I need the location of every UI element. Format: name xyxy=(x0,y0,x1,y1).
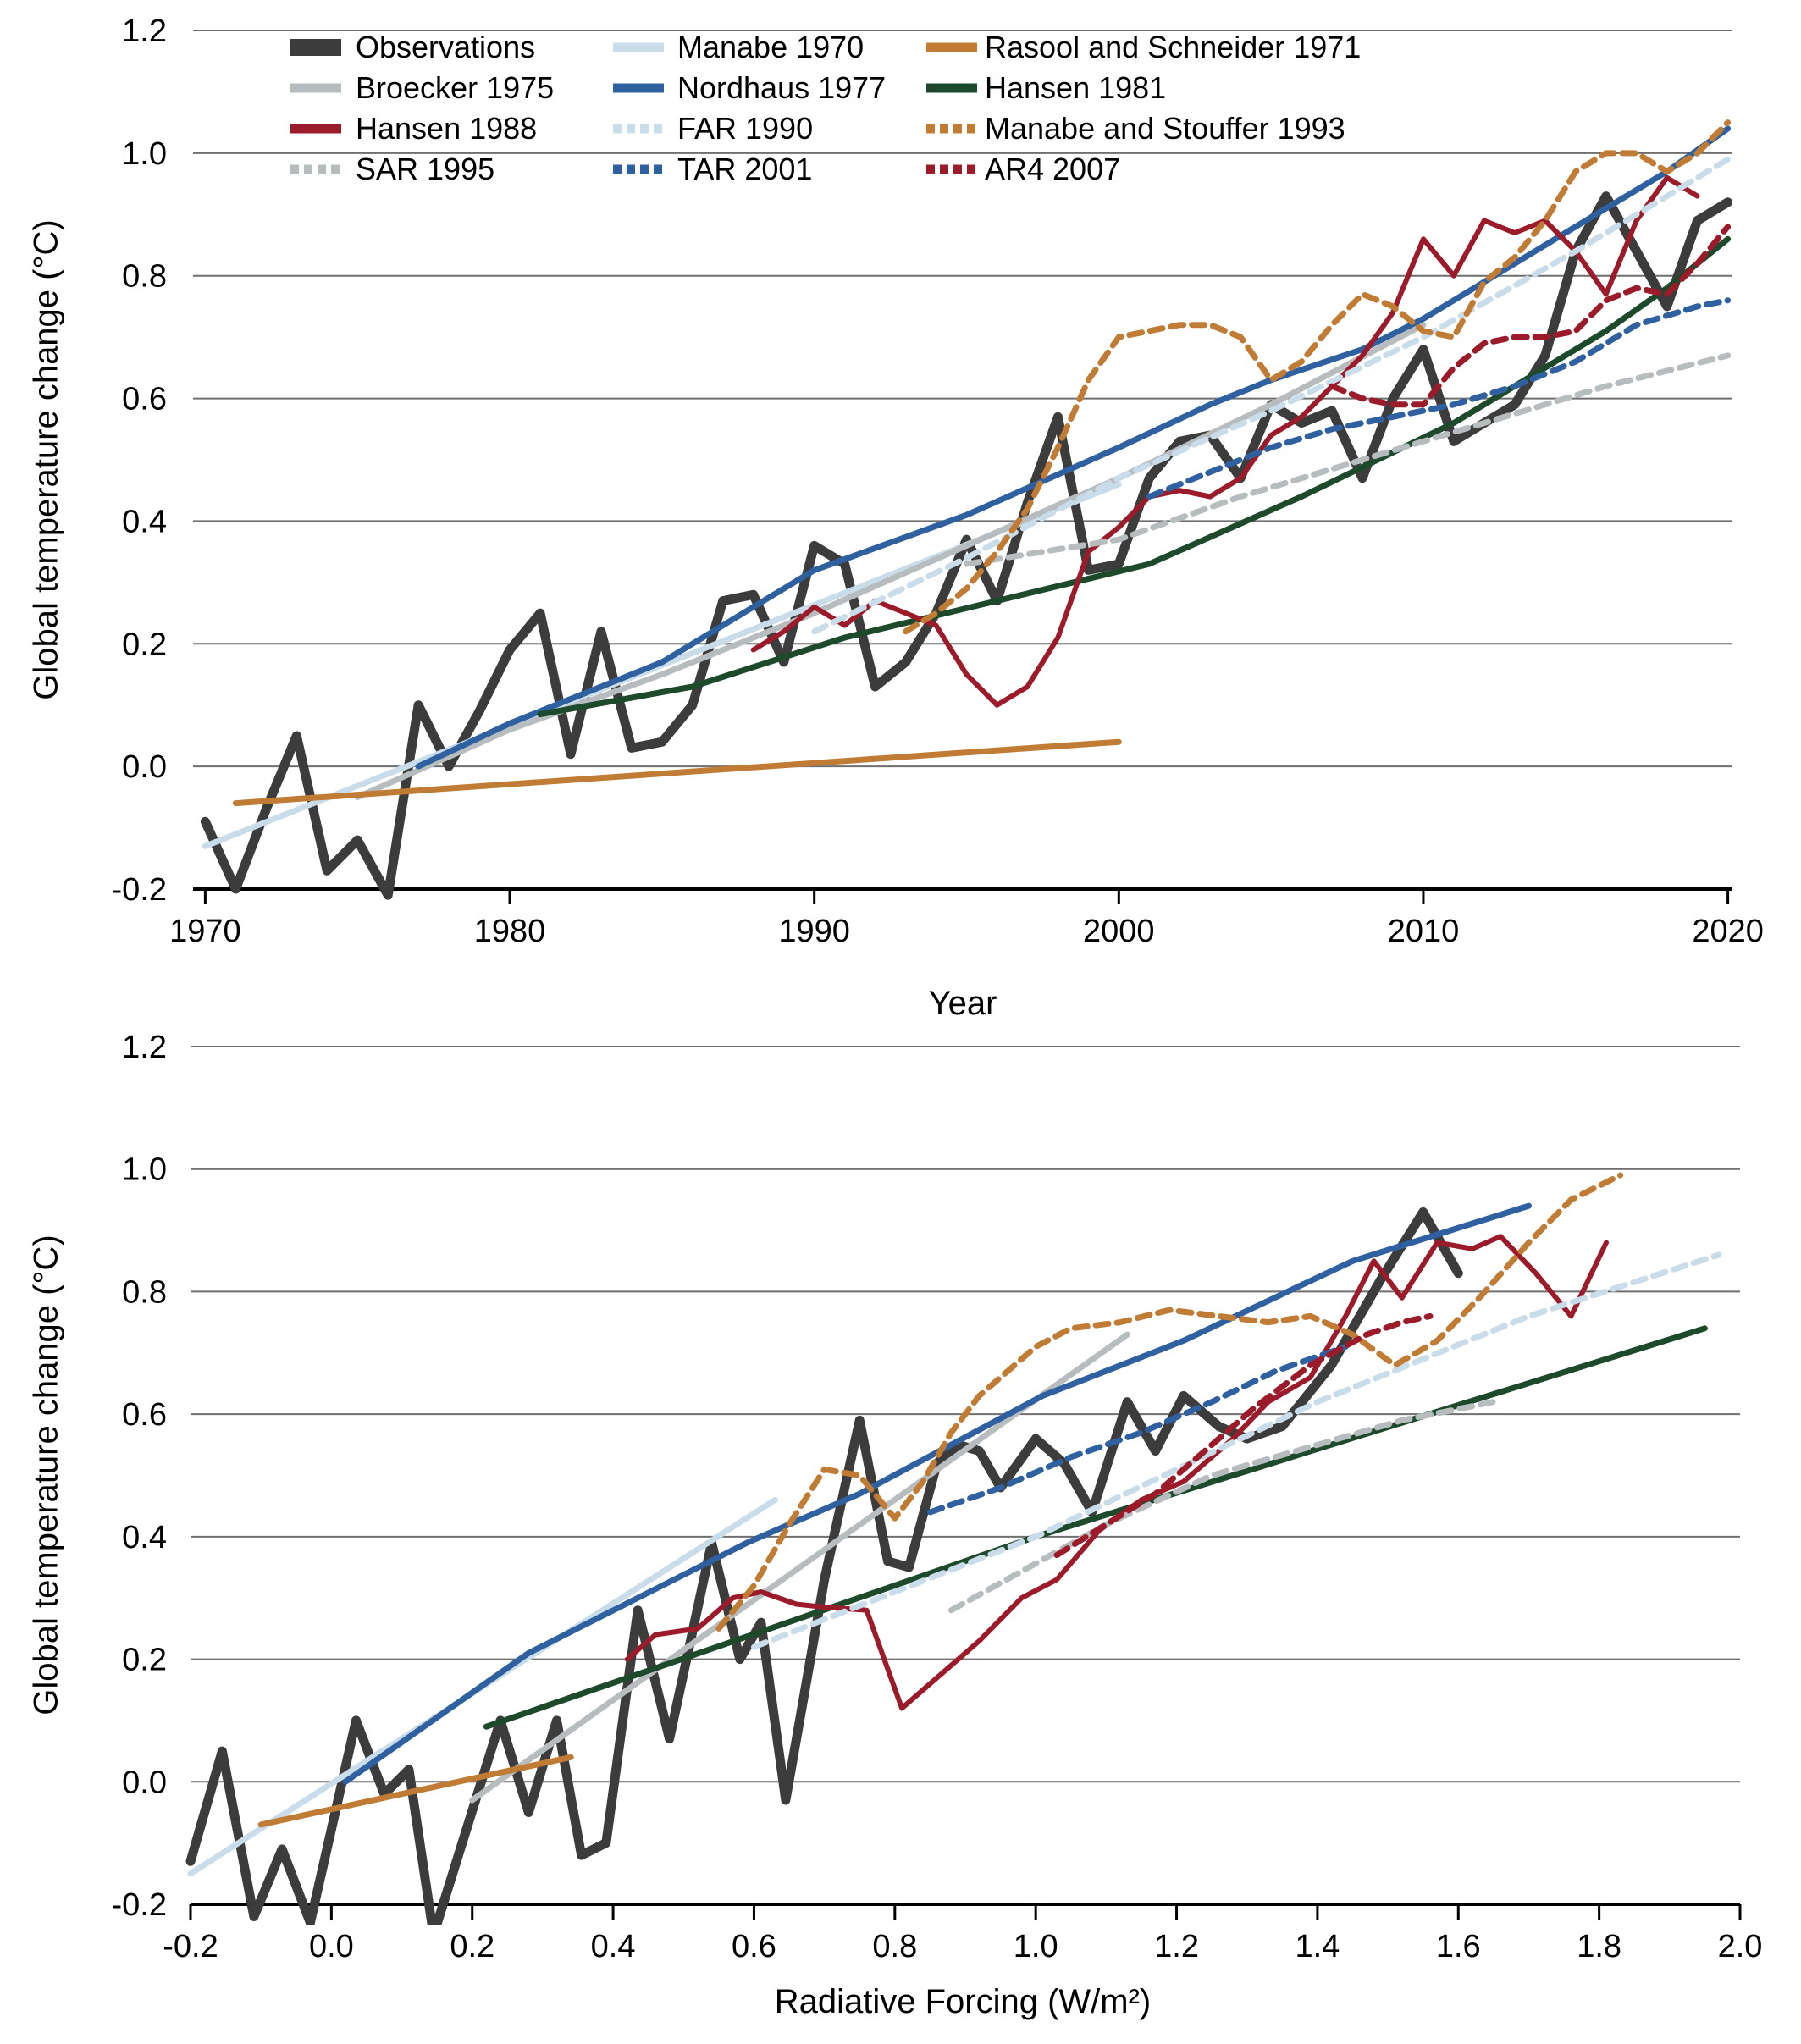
bottom-y-axis-label: Global temperature change (°C) xyxy=(27,1235,65,1715)
series-nordhaus-1977-bottom xyxy=(342,1202,1532,1785)
series-tar-2001-bottom xyxy=(926,1344,1349,1516)
series-sar-1995-bottom xyxy=(947,1399,1497,1614)
legend-swatch-tar-2001 xyxy=(613,164,662,174)
y-tick-label-top-0.0: 0.0 xyxy=(122,749,167,785)
legend-swatch-broecker-1975 xyxy=(290,83,341,93)
series-broecker-1975-top xyxy=(354,322,1427,800)
series-far-1990-top xyxy=(811,156,1732,635)
x-tick-label-bottom-1.2: 1.2 xyxy=(1154,1929,1199,1964)
legend-label-rasool-schneider-1971: Rasool and Schneider 1971 xyxy=(985,30,1362,64)
x-tick-label-bottom-2.0: 2.0 xyxy=(1718,1929,1763,1964)
legend-swatch-manabe-1970 xyxy=(613,42,664,52)
legend-swatch-far-1990 xyxy=(613,124,662,134)
legend-swatch-rasool-schneider-1971 xyxy=(926,42,977,52)
x-tick-label-top-1990: 1990 xyxy=(778,914,850,949)
y-tick-label-bottom-0.2: 0.2 xyxy=(122,1643,167,1678)
x-tick-label-bottom-1.4: 1.4 xyxy=(1295,1929,1340,1964)
legend-swatch-observations xyxy=(290,39,341,56)
y-tick-label-top-0.4: 0.4 xyxy=(122,504,167,539)
y-tick-label-bottom-0.4: 0.4 xyxy=(122,1520,167,1555)
legend-label-nordhaus-1977: Nordhaus 1977 xyxy=(677,70,887,105)
legend-label-sar-1995: SAR 1995 xyxy=(356,152,495,186)
legend-swatch-sar-1995 xyxy=(290,164,340,174)
legend-label-observations: Observations xyxy=(356,30,536,64)
legend-label-ar4-2007: AR4 2007 xyxy=(985,152,1121,186)
legend-swatch-hansen-1988 xyxy=(290,124,341,134)
y-tick-label-bottom-0.8: 0.8 xyxy=(122,1274,167,1310)
x-tick-label-top-2000: 2000 xyxy=(1083,914,1155,949)
y-tick-label-top-0.2: 0.2 xyxy=(122,627,167,662)
y-tick-label-top--0.2: -0.2 xyxy=(112,872,167,908)
x-tick-label-top-1970: 1970 xyxy=(169,914,241,949)
bottom-x-axis-label: Radiative Forcing (W/m²) xyxy=(774,1983,1152,2020)
legend-swatch-hansen-1981 xyxy=(926,83,977,93)
x-tick-label-bottom-0.4: 0.4 xyxy=(591,1929,636,1964)
x-tick-label-bottom-0.8: 0.8 xyxy=(872,1929,917,1964)
x-tick-label-bottom-1.6: 1.6 xyxy=(1436,1929,1481,1964)
x-tick-label-bottom-1.0: 1.0 xyxy=(1014,1929,1058,1964)
series-ar4-2007-top xyxy=(1329,224,1732,408)
series-manabe-stouffer-1993-top xyxy=(903,119,1732,635)
x-tick-label-bottom-0.2: 0.2 xyxy=(450,1929,494,1964)
legend-label-broecker-1975: Broecker 1975 xyxy=(356,70,555,105)
x-tick-label-top-1980: 1980 xyxy=(474,914,546,949)
x-tick-label-top-2020: 2020 xyxy=(1692,914,1764,949)
series-tar-2001-top xyxy=(1146,297,1732,500)
series-rasool-schneider-1971-bottom xyxy=(257,1754,574,1828)
series-ar4-2007-bottom xyxy=(1053,1312,1434,1559)
series-rasool-schneider-1971-top xyxy=(232,738,1122,807)
series-nordhaus-1977-top xyxy=(415,125,1732,770)
legend-label-hansen-1988: Hansen 1988 xyxy=(356,111,538,146)
series-hansen-1981-bottom xyxy=(483,1325,1708,1730)
legend-label-manabe-1970: Manabe 1970 xyxy=(677,30,865,64)
legend-label-hansen-1981: Hansen 1981 xyxy=(985,70,1167,105)
y-tick-label-bottom-0.6: 0.6 xyxy=(122,1397,167,1433)
series-hansen-1981-top xyxy=(537,235,1732,718)
legend-swatch-nordhaus-1977 xyxy=(613,83,664,93)
y-tick-label-bottom-1.2: 1.2 xyxy=(122,1030,167,1065)
y-tick-label-bottom-1.0: 1.0 xyxy=(122,1152,167,1188)
y-tick-label-top-0.6: 0.6 xyxy=(122,382,167,417)
y-tick-label-top-0.8: 0.8 xyxy=(122,259,167,295)
x-tick-label-top-2010: 2010 xyxy=(1388,914,1460,949)
x-tick-label-bottom-0.6: 0.6 xyxy=(732,1929,776,1964)
y-tick-label-bottom-0.0: 0.0 xyxy=(122,1765,167,1800)
top-x-axis-label: Year xyxy=(928,985,997,1022)
legend-swatch-manabe-stouffer-1993 xyxy=(926,124,975,134)
legend-swatch-ar4-2007 xyxy=(926,164,975,174)
series-sar-1995-top xyxy=(964,352,1732,567)
x-tick-label-bottom-0.0: 0.0 xyxy=(309,1929,354,1964)
legend-label-tar-2001: TAR 2001 xyxy=(677,152,813,186)
x-tick-label-bottom--0.2: -0.2 xyxy=(163,1929,218,1964)
y-tick-label-top-1.0: 1.0 xyxy=(122,136,167,172)
x-tick-label-bottom-1.8: 1.8 xyxy=(1577,1929,1621,1964)
legend-label-far-1990: FAR 1990 xyxy=(677,111,814,146)
series-far-1990-bottom xyxy=(751,1251,1722,1650)
y-tick-label-bottom--0.2: -0.2 xyxy=(112,1887,167,1923)
legend-label-manabe-stouffer-1993: Manabe and Stouffer 1993 xyxy=(985,111,1345,146)
panel-bottom: 1.2 1.0 0.8 0.6 0.4 0.2 0.0 -0.2 -0.2 0.0 0.2 0.4 0.… xyxy=(112,1030,1763,1964)
series-manabe-stouffer-1993-bottom xyxy=(715,1172,1624,1632)
y-tick-label-top-1.2: 1.2 xyxy=(122,14,167,49)
top-y-axis-label: Global temperature change (°C) xyxy=(27,219,65,700)
